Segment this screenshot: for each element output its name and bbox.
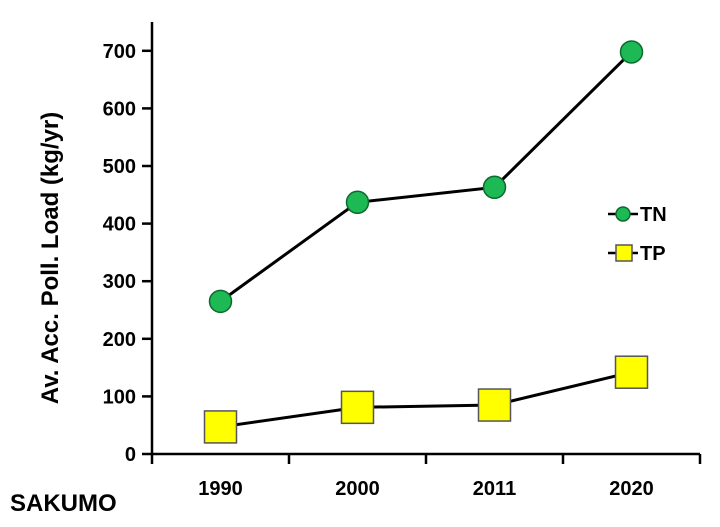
legend-marker-circle	[615, 206, 631, 222]
series-layer	[203, 40, 649, 444]
y-tick-label: 400	[103, 214, 136, 236]
x-tick-label: 2000	[335, 478, 380, 500]
data-point-tp	[614, 355, 649, 389]
data-point-tp	[203, 410, 238, 444]
axes: 0 100 200 300 400 500 600 700 1990 2000 2011 2020	[103, 22, 702, 500]
legend: TN TP	[608, 204, 667, 265]
series-tn	[208, 40, 644, 314]
y-axis-title: Av. Acc. Poll. Load (kg/yr)	[37, 112, 64, 405]
y-tick-label: 100	[103, 386, 136, 408]
series-line-tn	[219, 50, 633, 303]
series-tp	[203, 355, 649, 444]
legend-label: TN	[640, 204, 667, 226]
y-tick-label: 700	[103, 41, 136, 63]
legend-label: TP	[640, 243, 666, 265]
y-tick-label: 500	[103, 156, 136, 178]
data-point-tn	[345, 190, 370, 215]
legend-item-tp: TP	[608, 243, 666, 265]
data-point-tn	[208, 289, 233, 314]
data-point-tn	[482, 175, 507, 200]
x-tick-label: 1990	[198, 478, 243, 500]
data-point-tp	[477, 388, 512, 422]
y-tick-label: 600	[103, 98, 136, 120]
site-label: SAKUMO	[10, 490, 117, 517]
x-tick-label: 2020	[609, 478, 654, 500]
y-tick-label: 300	[103, 271, 136, 293]
legend-item-tn: TN	[608, 204, 667, 226]
data-point-tn	[619, 40, 644, 64]
series-line-tp	[220, 370, 632, 429]
y-tick-label: 0	[125, 444, 136, 466]
y-tick-label: 200	[103, 329, 136, 351]
data-point-tp	[340, 390, 375, 425]
x-tick-label: 2011	[473, 478, 516, 500]
legend-marker-square	[615, 244, 633, 262]
